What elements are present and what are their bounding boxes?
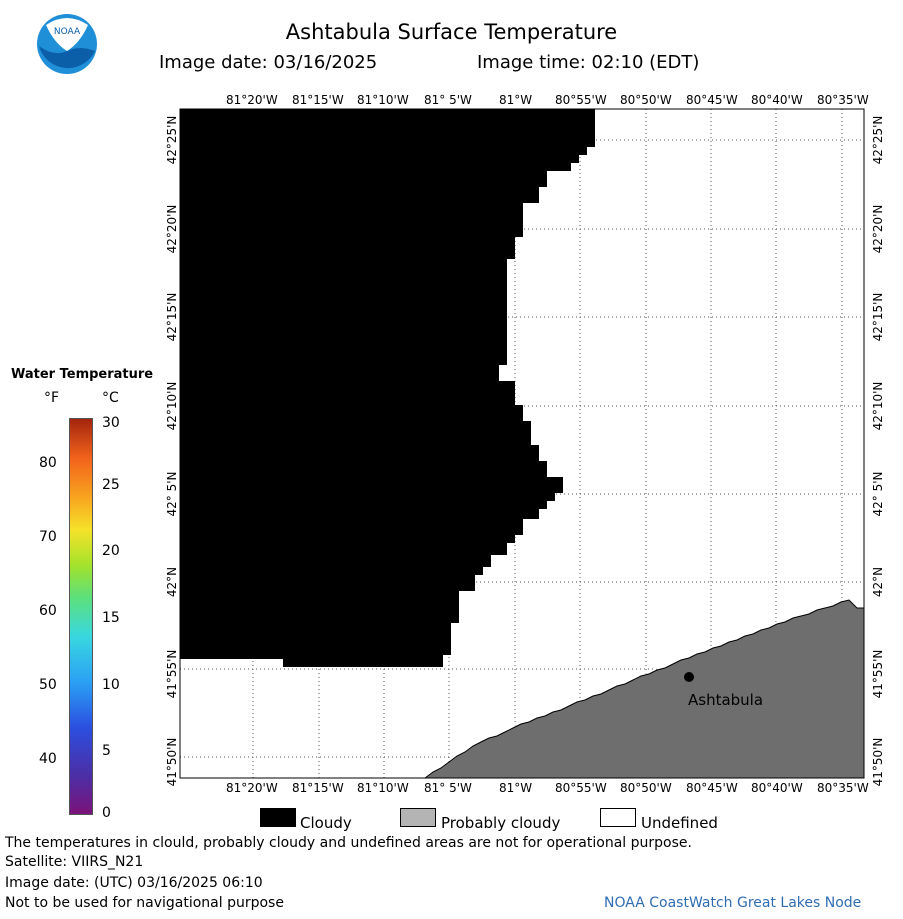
lon-label-top: 80°35'W <box>817 93 869 107</box>
lon-label-bottom: 81°15'W <box>292 781 344 795</box>
lon-label-bottom: 81° 5'W <box>424 781 472 795</box>
probably-cloudy-label: Probably cloudy <box>441 814 561 832</box>
lon-label-bottom: 80°40'W <box>751 781 803 795</box>
lat-label-left: 42° 5'N <box>165 472 179 517</box>
lon-label-top: 81°10'W <box>357 93 409 107</box>
lat-labels-right: 42°25'N 42°20'N 42°15'N 42°10'N 42° 5'N … <box>871 116 885 787</box>
lat-label-right: 41°55'N <box>871 650 885 699</box>
satellite-info: Satellite: VIIRS_N21 <box>5 854 144 870</box>
city-label: Ashtabula <box>688 691 763 709</box>
cloud-mask <box>180 109 595 667</box>
image-date: Image date: 03/16/2025 <box>159 52 378 73</box>
undefined-label: Undefined <box>641 814 718 832</box>
noaa-logo: NOAA <box>37 14 97 74</box>
temperature-colorbar <box>69 418 93 815</box>
lon-label-top: 80°45'W <box>686 93 738 107</box>
legend-c-tick: 15 <box>102 610 120 626</box>
legend-unit-c: °C <box>102 390 119 406</box>
lat-label-left: 41°50'N <box>165 738 179 787</box>
lon-label-bottom: 81°W <box>499 781 533 795</box>
legend-f-tick: 70 <box>39 529 57 545</box>
lon-label-bottom: 81°20'W <box>226 781 278 795</box>
legend-c-tick: 10 <box>102 677 120 693</box>
lat-label-left: 42°N <box>165 567 179 597</box>
lat-label-right: 42°N <box>871 567 885 597</box>
noaa-logo-text: NOAA <box>54 27 81 37</box>
legend-c-tick: 25 <box>102 477 120 493</box>
lon-label-bottom: 80°50'W <box>620 781 672 795</box>
lon-label-top: 81° 5'W <box>424 93 472 107</box>
legend-unit-f: °F <box>44 390 60 406</box>
lat-label-right: 42° 5'N <box>871 472 885 517</box>
lon-label-top: 81°20'W <box>226 93 278 107</box>
navigation-warning: Not to be used for navigational purpose <box>5 895 284 911</box>
legend-f-tick: 80 <box>39 455 57 471</box>
lat-label-right: 42°10'N <box>871 382 885 431</box>
lon-label-bottom: 80°45'W <box>686 781 738 795</box>
lon-label-bottom: 80°55'W <box>555 781 607 795</box>
lat-label-left: 42°10'N <box>165 382 179 431</box>
lon-label-top: 81°15'W <box>292 93 344 107</box>
cloudy-swatch <box>260 808 296 827</box>
lat-label-right: 42°25'N <box>871 116 885 165</box>
operational-notice: The temperatures in clould, probably clo… <box>5 835 692 851</box>
cloudy-label: Cloudy <box>300 814 352 832</box>
legend-c-tick: 30 <box>102 415 120 431</box>
lon-label-top: 81°W <box>499 93 533 107</box>
lon-label-bottom: 81°10'W <box>357 781 409 795</box>
lat-label-right: 42°20'N <box>871 205 885 254</box>
probably-cloudy-swatch <box>400 808 436 827</box>
legend-c-tick: 0 <box>102 805 111 821</box>
lat-label-left: 41°55'N <box>165 650 179 699</box>
lon-label-top: 80°55'W <box>555 93 607 107</box>
surface-temperature-map: Ashtabula <box>179 108 865 779</box>
lat-label-left: 42°25'N <box>165 116 179 165</box>
lat-label-right: 41°50'N <box>871 738 885 787</box>
legend-title: Water Temperature <box>11 367 154 382</box>
node-credit: NOAA CoastWatch Great Lakes Node <box>604 895 862 911</box>
land-area <box>423 599 865 779</box>
lon-label-top: 80°50'W <box>620 93 672 107</box>
map-frame <box>179 108 865 779</box>
city-marker <box>684 672 694 682</box>
legend-f-tick: 60 <box>39 603 57 619</box>
undefined-swatch <box>600 808 636 827</box>
legend-c-tick: 5 <box>102 743 111 759</box>
lon-label-bottom: 80°35'W <box>817 781 869 795</box>
shoreline <box>424 597 850 777</box>
lat-label-left: 42°15'N <box>165 293 179 342</box>
lat-labels-left: 42°25'N 42°20'N 42°15'N 42°10'N 42° 5'N … <box>165 116 179 787</box>
image-time: Image time: 02:10 (EDT) <box>477 52 700 73</box>
lat-label-left: 42°20'N <box>165 205 179 254</box>
legend-c-tick: 20 <box>102 543 120 559</box>
legend-f-tick: 40 <box>39 751 57 767</box>
lat-label-right: 42°15'N <box>871 293 885 342</box>
lon-label-top: 80°40'W <box>751 93 803 107</box>
page-title: Ashtabula Surface Temperature <box>285 20 618 44</box>
legend-f-tick: 50 <box>39 677 57 693</box>
utc-date: Image date: (UTC) 03/16/2025 06:10 <box>5 875 263 891</box>
